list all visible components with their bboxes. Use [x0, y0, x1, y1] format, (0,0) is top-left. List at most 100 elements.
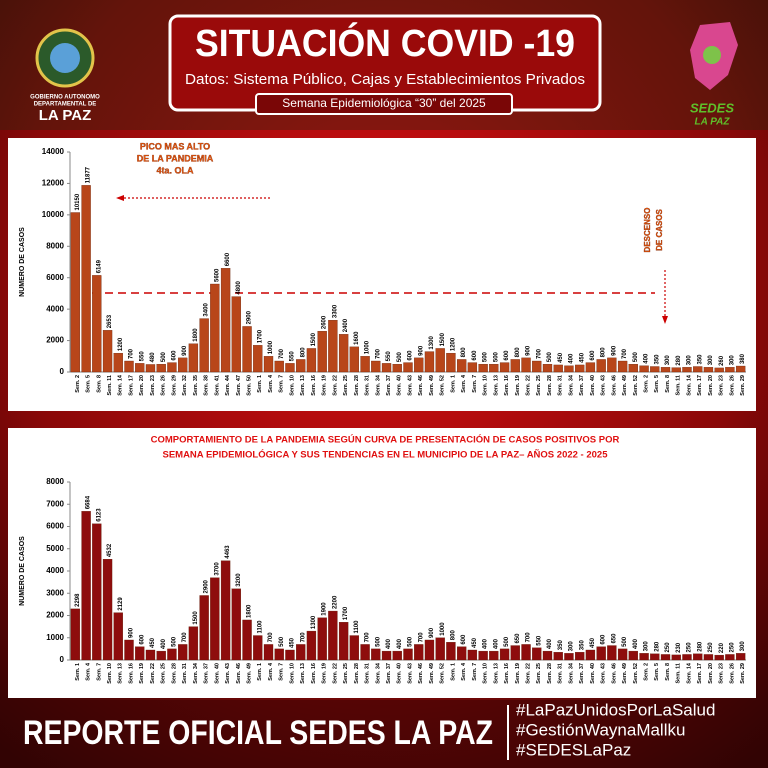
annotation: DE LA PANDEMIA — [137, 153, 214, 163]
value-label: 600 — [590, 350, 596, 361]
x-tick-label: Sem. 28 — [354, 663, 360, 684]
bar — [81, 185, 91, 373]
value-label: 300 — [644, 641, 650, 652]
header-subtitle: Datos: Sistema Público, Cajas y Establec… — [185, 71, 585, 88]
value-label: 280 — [654, 641, 660, 652]
bar — [596, 359, 606, 373]
x-tick-label: Sem. 26 — [161, 375, 167, 396]
bar — [607, 357, 617, 373]
value-label: 250 — [687, 642, 693, 653]
y-tick-label: 12000 — [42, 179, 65, 188]
x-tick-label: Sem. 20 — [139, 375, 145, 396]
bar — [92, 523, 102, 661]
value-label: 500 — [397, 351, 403, 362]
bar — [317, 617, 327, 661]
x-tick-label: Sem. 8 — [665, 663, 671, 681]
bar — [231, 296, 241, 373]
bar — [102, 559, 113, 661]
bar — [478, 363, 488, 373]
bar — [253, 345, 263, 373]
bar — [456, 359, 467, 373]
bar — [510, 359, 520, 373]
bar — [102, 330, 113, 373]
x-tick-label: Sem. 10 — [289, 375, 295, 396]
x-tick-label: Sem. 46 — [418, 663, 424, 684]
bar — [532, 647, 542, 661]
header-week: Semana Epidemiológica “30” del 2025 — [282, 96, 486, 110]
x-tick-label: Sem. 43 — [407, 375, 413, 396]
x-tick-label: Sem. 37 — [386, 663, 392, 684]
value-label: 1800 — [193, 328, 199, 342]
arrow-head — [662, 316, 668, 324]
bar — [585, 649, 596, 661]
value-label: 450 — [590, 637, 596, 648]
value-label: 800 — [461, 347, 467, 358]
bar — [596, 646, 606, 661]
bar — [296, 644, 306, 661]
x-tick-label: Sem. 8 — [665, 375, 671, 393]
value-label: 450 — [150, 637, 156, 648]
bar — [167, 648, 177, 661]
y-tick-label: 0 — [60, 367, 65, 376]
bar — [639, 365, 649, 373]
value-label: 2298 — [75, 593, 81, 607]
bar — [231, 588, 241, 661]
x-tick-label: Sem. 17 — [697, 375, 703, 396]
x-tick-label: Sem. 46 — [611, 375, 617, 396]
x-tick-label: Sem. 47 — [236, 375, 242, 396]
x-tick-label: Sem. 34 — [568, 374, 574, 396]
bar — [553, 364, 563, 373]
value-label: 450 — [472, 637, 478, 648]
x-tick-label: Sem. 25 — [343, 663, 349, 684]
hashtag: #LaPazUnidosPorLaSalud — [516, 700, 715, 719]
value-label: 600 — [504, 350, 510, 361]
bar — [135, 646, 145, 661]
bar — [682, 367, 692, 373]
y-tick-label: 14000 — [42, 147, 65, 156]
bar — [145, 649, 156, 661]
y-tick-label: 10000 — [42, 210, 65, 219]
value-label: 400 — [644, 353, 650, 364]
bar — [210, 577, 220, 661]
value-label: 1500 — [193, 611, 199, 625]
value-label: 1100 — [354, 620, 360, 634]
bar — [124, 639, 134, 661]
x-tick-label: Sem. 29 — [740, 375, 746, 396]
bar — [242, 619, 252, 661]
x-tick-label: Sem. 37 — [579, 375, 585, 396]
x-tick-label: Sem. 16 — [311, 375, 317, 396]
x-tick-label: Sem. 16 — [504, 375, 510, 396]
bar — [575, 364, 585, 373]
bar — [446, 642, 456, 661]
y-tick-label: 2000 — [46, 336, 64, 345]
x-tick-label: Sem. 22 — [525, 375, 531, 396]
x-tick-label: Sem. 40 — [214, 663, 220, 684]
value-label: 250 — [729, 642, 735, 653]
bar — [135, 363, 145, 373]
x-tick-label: Sem. 7 — [279, 663, 285, 681]
x-tick-label: Sem. 8 — [96, 375, 102, 393]
value-label: 1800 — [247, 604, 253, 618]
y-tick-label: 8000 — [46, 477, 64, 486]
value-label: 400 — [397, 638, 403, 649]
x-tick-label: Sem. 25 — [536, 663, 542, 684]
value-label: 900 — [418, 345, 424, 356]
bar — [714, 367, 724, 373]
value-label: 500 — [375, 636, 381, 647]
bar — [199, 595, 209, 661]
bar — [317, 330, 327, 373]
x-tick-label: Sem. 46 — [236, 663, 242, 684]
bar — [671, 367, 681, 373]
value-label: 800 — [515, 347, 521, 358]
chart-title: COMPORTAMIENTO DE LA PANDEMIA SEGÚN CURV… — [151, 434, 620, 446]
value-label: 380 — [740, 353, 746, 364]
value-label: 1600 — [354, 331, 360, 345]
x-tick-label: Sem. 20 — [708, 375, 714, 396]
x-tick-label: Sem. 31 — [182, 663, 188, 684]
y-tick-label: 0 — [60, 655, 65, 664]
bar — [274, 648, 284, 661]
x-tick-label: Sem. 23 — [719, 663, 725, 684]
bar — [499, 648, 510, 661]
header-title: SITUACIÓN COVID -19 — [195, 21, 575, 65]
